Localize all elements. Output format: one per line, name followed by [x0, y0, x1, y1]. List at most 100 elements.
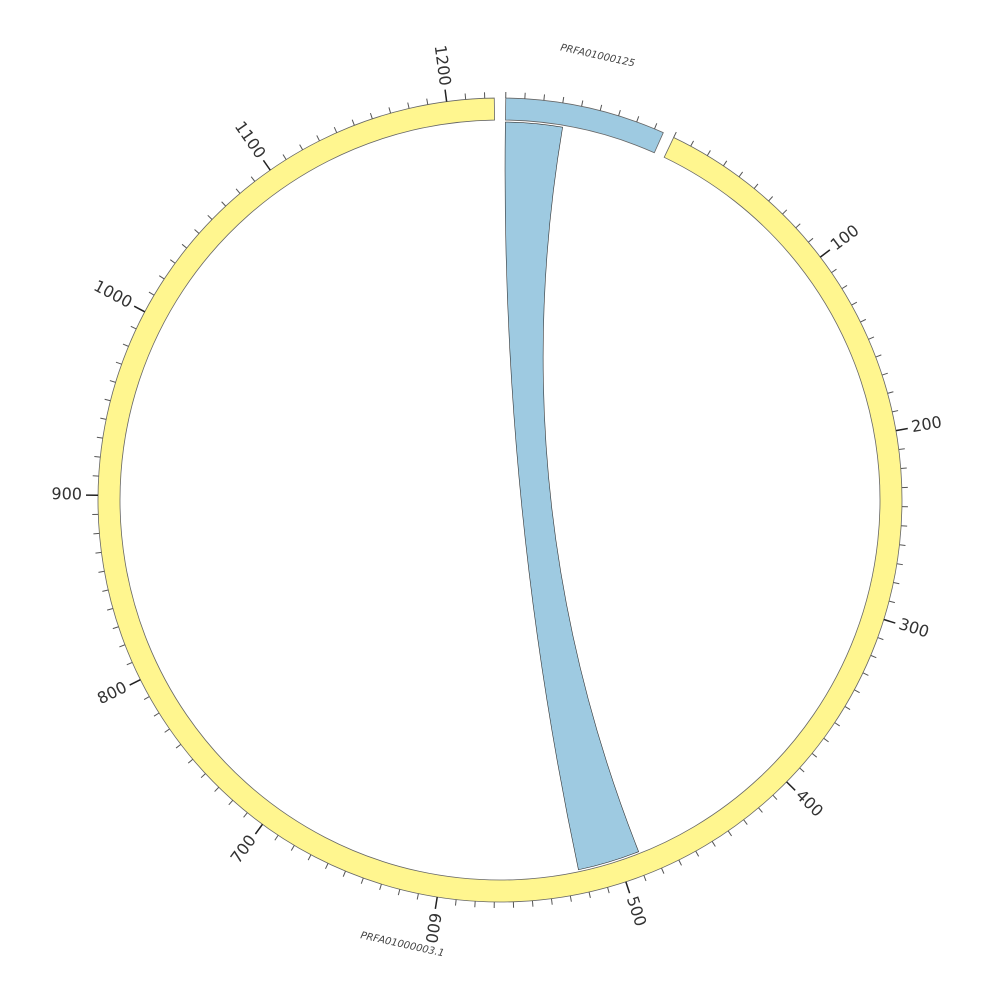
minor-tick — [426, 98, 429, 105]
minor-tick — [95, 551, 102, 554]
minor-tick — [618, 110, 621, 117]
link — [504, 121, 640, 871]
major-tick — [262, 159, 271, 171]
minor-tick — [899, 544, 906, 546]
minor-tick — [333, 126, 338, 133]
minor-tick — [753, 183, 759, 189]
minor-tick — [307, 854, 312, 861]
segment — [97, 97, 903, 903]
tick-label: 1100 — [231, 118, 270, 162]
minor-tick — [851, 301, 858, 306]
minor-tick — [175, 744, 182, 749]
minor-tick — [360, 877, 364, 884]
minor-tick — [727, 830, 732, 837]
minor-tick — [119, 644, 126, 648]
minor-tick — [158, 275, 165, 280]
minor-tick — [862, 672, 869, 676]
minor-tick — [834, 722, 840, 727]
tick-label: 400 — [792, 786, 827, 821]
segment — [505, 97, 664, 154]
minor-tick — [854, 689, 860, 694]
major-tick — [786, 781, 796, 791]
minor-tick — [187, 758, 194, 764]
minor-tick — [695, 850, 700, 857]
tick-label: 600 — [422, 912, 446, 945]
minor-tick — [107, 608, 114, 611]
major-tick — [434, 896, 438, 910]
major-tick — [133, 305, 146, 313]
minor-tick — [811, 753, 818, 758]
minor-tick — [893, 582, 900, 585]
minor-tick — [207, 214, 213, 220]
major-tick — [444, 89, 448, 102]
tick-label: 1000 — [91, 276, 136, 312]
minor-tick — [316, 135, 320, 142]
tick-label: 900 — [51, 484, 82, 503]
tick-label: 200 — [910, 412, 943, 436]
tick-label: 800 — [94, 677, 130, 708]
minor-tick — [808, 237, 814, 243]
minor-tick — [98, 570, 105, 573]
minor-tick — [228, 799, 234, 806]
minor-tick — [153, 712, 160, 717]
minor-tick — [768, 196, 774, 202]
minor-tick — [892, 410, 899, 413]
minor-tick — [868, 336, 875, 340]
minor-tick — [898, 448, 905, 450]
minor-tick — [877, 637, 884, 641]
minor-tick — [243, 812, 248, 818]
minor-tick — [388, 107, 392, 114]
minor-tick — [130, 325, 137, 330]
tick-label: 300 — [897, 614, 932, 641]
minor-tick — [588, 891, 591, 898]
minor-tick — [758, 807, 763, 813]
minor-tick — [94, 455, 101, 458]
minor-tick — [282, 154, 287, 160]
minor-tick — [711, 841, 716, 847]
minor-tick — [416, 893, 419, 900]
tick-label: 500 — [623, 894, 651, 929]
minor-tick — [896, 563, 903, 566]
minor-tick — [290, 845, 295, 851]
minor-tick — [654, 123, 658, 130]
minor-tick — [169, 259, 176, 264]
minor-tick — [562, 96, 565, 104]
minor-tick — [200, 773, 206, 779]
minor-tick — [148, 291, 155, 296]
major-tick — [883, 618, 896, 624]
minor-tick — [181, 243, 188, 249]
minor-tick — [678, 859, 682, 866]
tick-label: 100 — [827, 221, 863, 255]
minor-tick — [841, 285, 848, 290]
minor-tick — [831, 268, 837, 274]
minor-tick — [194, 229, 200, 234]
minor-tick — [464, 93, 467, 100]
minor-tick — [887, 391, 894, 394]
minor-tick — [543, 94, 546, 101]
major-tick — [895, 427, 908, 432]
minor-tick — [875, 354, 882, 358]
minor-tick — [299, 144, 304, 151]
minor-tick — [342, 870, 346, 877]
minor-tick — [550, 898, 553, 905]
minor-tick — [351, 119, 355, 126]
minor-tick — [690, 140, 694, 147]
major-tick — [129, 679, 141, 686]
minor-tick — [743, 819, 748, 825]
minor-tick — [569, 895, 572, 902]
major-tick — [254, 823, 264, 835]
minor-tick — [104, 398, 111, 402]
minor-tick — [723, 160, 728, 167]
minor-tick — [112, 626, 119, 630]
major-tick — [625, 881, 631, 894]
minor-tick — [607, 887, 610, 894]
minor-tick — [636, 116, 640, 123]
minor-tick — [214, 786, 220, 792]
minor-tick — [274, 834, 279, 841]
minor-tick — [795, 223, 801, 229]
minor-tick — [115, 361, 122, 365]
minor-tick — [379, 883, 382, 890]
minor-tick — [823, 737, 829, 743]
minor-tick — [599, 104, 603, 111]
